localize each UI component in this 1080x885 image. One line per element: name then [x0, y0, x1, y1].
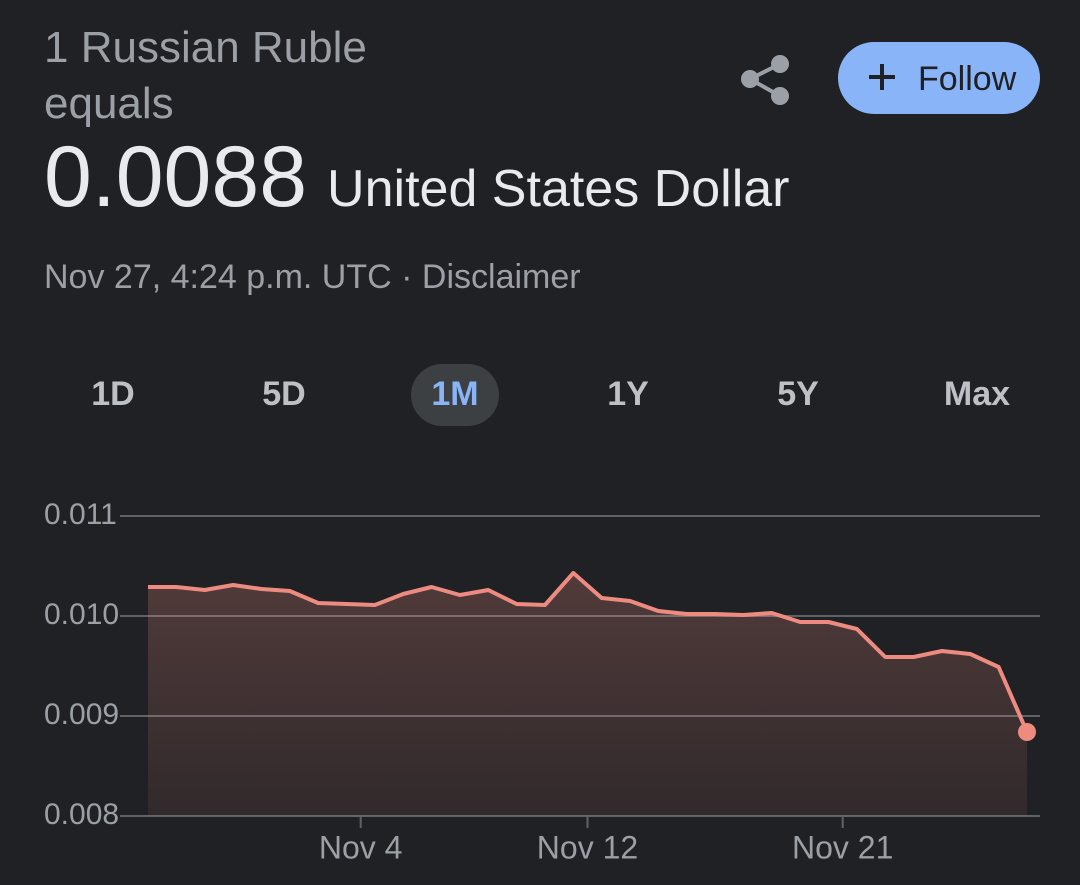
tab[interactable]: Max — [944, 375, 1010, 413]
rate-line: 0.0088 United States Dollar — [44, 128, 790, 227]
last-point — [1018, 723, 1036, 741]
tab[interactable]: 5Y — [777, 375, 819, 413]
share-icon[interactable] — [741, 55, 789, 105]
follow-button[interactable]: Follow — [838, 42, 1040, 114]
area — [148, 573, 1027, 816]
rate: 0.0088 — [44, 129, 308, 225]
x-tick-label: Nov 12 — [537, 829, 638, 865]
timestamp: Nov 27, 4:24 p.m. UTC — [44, 258, 392, 296]
follow-label: Follow — [918, 60, 1017, 98]
y-tick-label: 0.011 — [44, 498, 117, 531]
x-tick-label: Nov 4 — [319, 829, 403, 865]
price-line — [148, 571, 1029, 733]
separator: · — [401, 258, 413, 296]
y-tick-label: 0.010 — [44, 598, 119, 631]
plus-icon — [869, 64, 895, 90]
x-tick-label: Nov 21 — [792, 829, 893, 865]
y-tick-label: 0.008 — [44, 798, 119, 831]
currency: United States Dollar — [327, 160, 790, 218]
tab[interactable]: 1Y — [607, 375, 649, 413]
timestamp-line: Nov 27, 4:24 p.m. UTC · Disclaimer — [44, 258, 581, 297]
y-tick-label: 0.009 — [44, 698, 119, 731]
tab[interactable]: 1D — [91, 375, 134, 413]
tab-highlight — [411, 364, 499, 426]
title: 1 Russian Ruble equals — [44, 23, 367, 128]
tab[interactable]: 5D — [262, 375, 305, 413]
tab[interactable]: 1M — [431, 375, 478, 413]
disclaimer[interactable]: Disclaimer — [421, 258, 581, 296]
